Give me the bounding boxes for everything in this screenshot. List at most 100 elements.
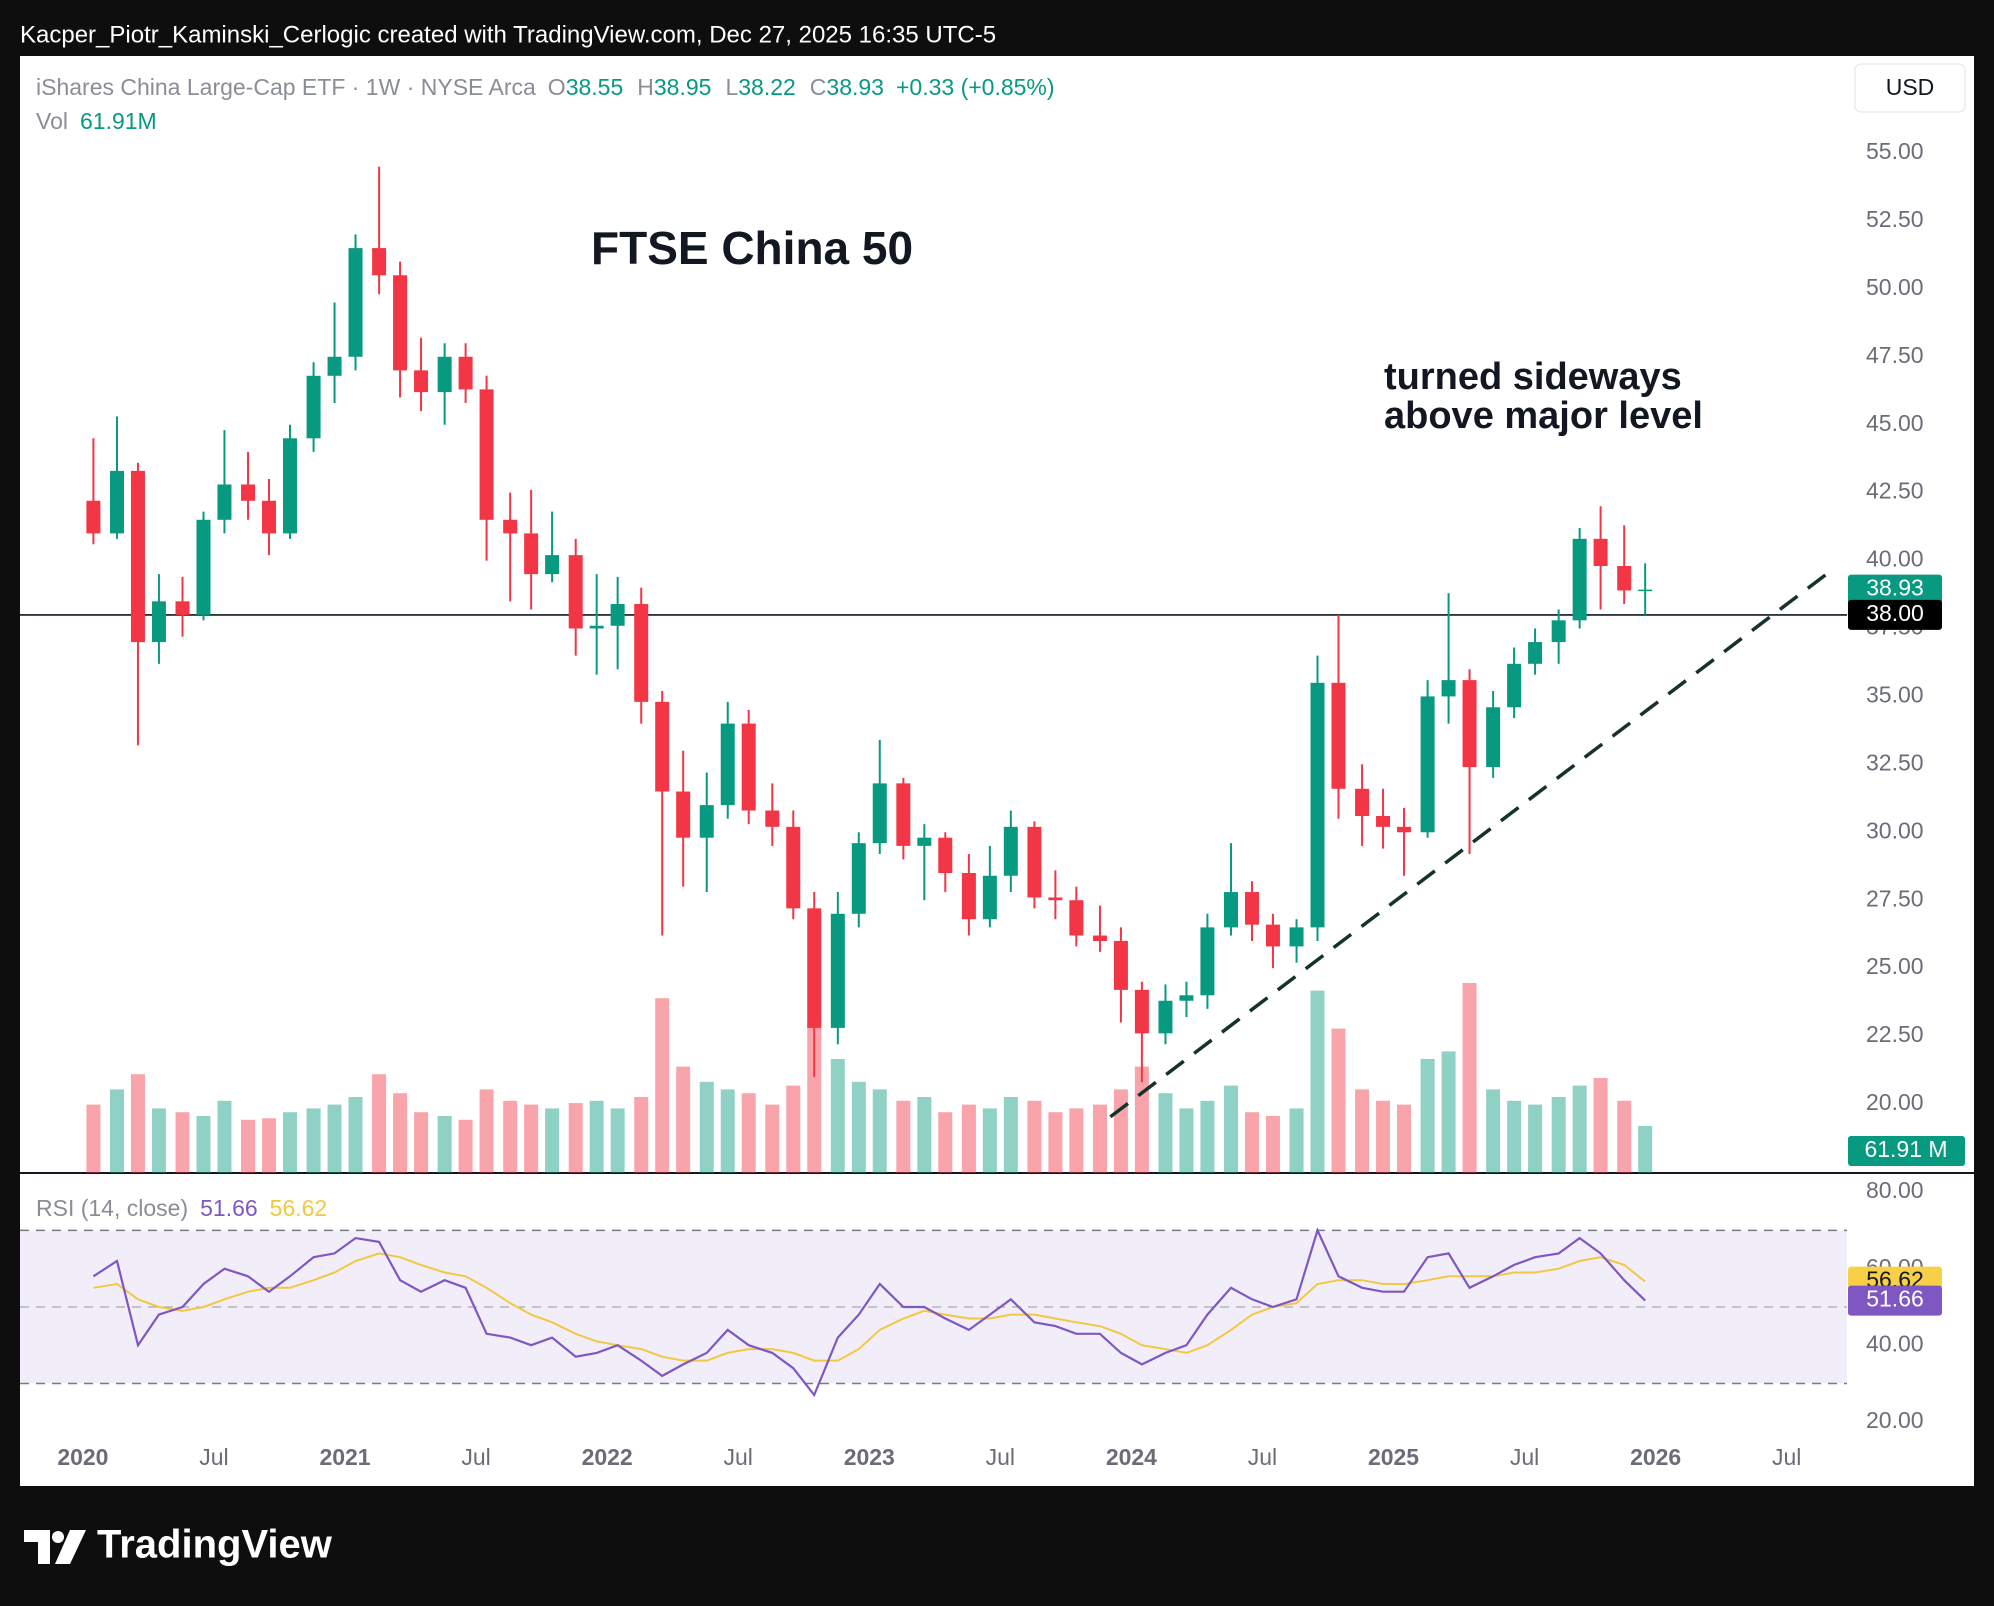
- volume-bar: [1507, 1100, 1522, 1173]
- rsi-tick-label: 20.00: [1866, 1407, 1924, 1433]
- volume-bar: [1158, 1093, 1173, 1173]
- volume-bar: [393, 1093, 408, 1173]
- volume-bar: [1310, 990, 1325, 1173]
- volume-bar: [1134, 1066, 1149, 1173]
- volume-bar: [306, 1108, 321, 1173]
- volume-bar: [1092, 1104, 1107, 1173]
- volume-bar: [151, 1108, 166, 1173]
- candle-body: [1486, 707, 1501, 768]
- candle-body: [676, 791, 691, 838]
- volume-bar: [1462, 983, 1477, 1173]
- volume-bar: [568, 1103, 583, 1173]
- volume-bar: [851, 1081, 866, 1173]
- candle-body: [241, 484, 256, 501]
- x-tick-label: 2025: [1368, 1444, 1419, 1470]
- volume-bar: [896, 1100, 911, 1173]
- y-tick-label: 25.00: [1866, 953, 1924, 979]
- y-tick-label: 47.50: [1866, 342, 1924, 368]
- candle-body: [1113, 940, 1128, 990]
- candle-body: [1441, 680, 1456, 697]
- volume-bar: [699, 1081, 714, 1173]
- volume-bar: [1048, 1112, 1063, 1173]
- candle-body: [1158, 1000, 1173, 1034]
- candle-body: [109, 470, 124, 534]
- chart-title: FTSE China 50: [591, 222, 913, 274]
- candle-body: [1134, 989, 1149, 1034]
- volume-bar: [917, 1097, 932, 1173]
- candle-body: [938, 837, 953, 874]
- volume-bar: [830, 1059, 845, 1173]
- volume-bar: [1003, 1097, 1018, 1173]
- volume-bar: [241, 1119, 256, 1173]
- candle-body: [1355, 788, 1370, 816]
- currency-button[interactable]: [1854, 63, 1966, 113]
- rsi-tick-label: 40.00: [1866, 1330, 1924, 1356]
- ohlc-value: 38.22: [738, 74, 796, 100]
- candle-body: [589, 625, 604, 629]
- volume-bar: [414, 1112, 429, 1173]
- volume-bar: [1593, 1078, 1608, 1173]
- volume-bar: [109, 1089, 124, 1173]
- candle-body: [327, 356, 342, 376]
- ohlc-value: 38.93: [826, 74, 884, 100]
- x-tick-label: Jul: [724, 1444, 753, 1470]
- currency-label: USD: [1886, 74, 1935, 100]
- volume-bar: [1397, 1104, 1412, 1173]
- x-tick-label: Jul: [461, 1444, 490, 1470]
- y-tick-label: 40.00: [1866, 546, 1924, 572]
- level-box: [1848, 599, 1942, 630]
- volume-bar: [348, 1097, 363, 1173]
- volume-bar: [1289, 1108, 1304, 1173]
- volume-bar: [741, 1093, 756, 1173]
- ohlc-value: 38.55: [566, 74, 624, 100]
- x-tick-label: 2026: [1630, 1444, 1681, 1470]
- candle-body: [524, 533, 539, 575]
- last-price-label: 38.93: [1866, 575, 1924, 601]
- rsi-line: [92, 1227, 1646, 1398]
- volume-bar: [765, 1104, 780, 1173]
- volume-bar: [872, 1089, 887, 1173]
- volume-bar: [524, 1104, 539, 1173]
- volume-bar: [458, 1119, 473, 1173]
- candle-body: [217, 484, 232, 520]
- candle-body: [1092, 935, 1107, 941]
- ohlc-key: H: [637, 74, 654, 100]
- y-tick-label: 32.50: [1866, 749, 1924, 775]
- attribution: Kacper_Piotr_Kaminski_Cerlogic created w…: [20, 21, 996, 48]
- volume-bar: [1244, 1112, 1259, 1173]
- volume-bar: [1027, 1100, 1042, 1173]
- symbol-name: iShares China Large-Cap ETF · 1W · NYSE …: [36, 74, 536, 100]
- candle-body: [86, 500, 101, 534]
- volume-value: 61.91M: [80, 108, 157, 134]
- volume-bar: [503, 1100, 518, 1173]
- x-tick-label: Jul: [1248, 1444, 1277, 1470]
- volume-bar: [1551, 1097, 1566, 1173]
- volume-bar: [982, 1108, 997, 1173]
- y-tick-label: 27.50: [1866, 885, 1924, 911]
- level-label: 38.00: [1866, 600, 1924, 626]
- candle-body: [262, 500, 277, 534]
- last-price-box: [1848, 574, 1942, 605]
- candle-body: [1638, 589, 1653, 592]
- x-tick-label: Jul: [1510, 1444, 1539, 1470]
- y-tick-label: 52.50: [1866, 206, 1924, 232]
- candle-body: [1289, 927, 1304, 947]
- candle-body: [807, 908, 822, 1028]
- volume-bar: [1420, 1059, 1435, 1173]
- annotation: turned sideways: [1384, 356, 1682, 398]
- volume-bar: [372, 1074, 387, 1173]
- candle-body: [1069, 900, 1084, 936]
- volume-bar: [196, 1116, 211, 1173]
- x-tick-label: Jul: [1772, 1444, 1801, 1470]
- y-tick-label: 55.00: [1866, 138, 1924, 164]
- rsi-last-label: 51.66: [1866, 1286, 1924, 1312]
- candle-body: [196, 519, 211, 615]
- candle-body: [917, 837, 932, 846]
- candle-body: [479, 389, 494, 520]
- volume-bar: [1486, 1089, 1501, 1173]
- candle-body: [1048, 897, 1063, 901]
- candle-body: [1331, 682, 1346, 789]
- candle-body: [1551, 620, 1566, 643]
- candle-body: [348, 248, 363, 357]
